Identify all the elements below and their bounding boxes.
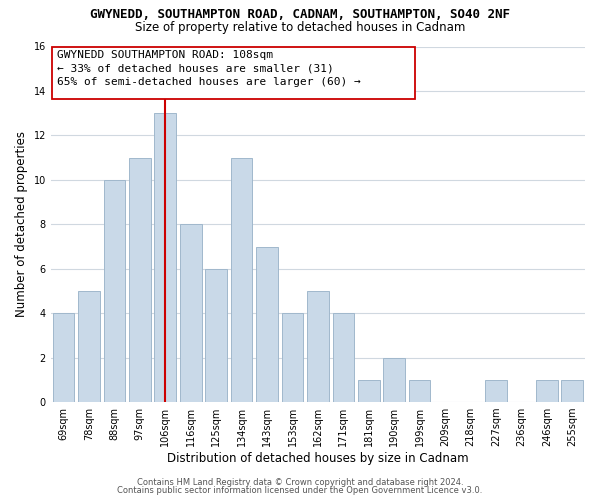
Bar bbox=[104, 180, 125, 402]
Bar bbox=[256, 246, 278, 402]
Bar bbox=[205, 268, 227, 402]
X-axis label: Distribution of detached houses by size in Cadnam: Distribution of detached houses by size … bbox=[167, 452, 469, 465]
Text: Contains public sector information licensed under the Open Government Licence v3: Contains public sector information licen… bbox=[118, 486, 482, 495]
Text: ← 33% of detached houses are smaller (31): ← 33% of detached houses are smaller (31… bbox=[57, 63, 334, 73]
Bar bbox=[332, 313, 354, 402]
Text: 65% of semi-detached houses are larger (60) →: 65% of semi-detached houses are larger (… bbox=[57, 76, 361, 86]
Text: GWYNEDD, SOUTHAMPTON ROAD, CADNAM, SOUTHAMPTON, SO40 2NF: GWYNEDD, SOUTHAMPTON ROAD, CADNAM, SOUTH… bbox=[90, 8, 510, 20]
Bar bbox=[78, 291, 100, 402]
Bar bbox=[485, 380, 507, 402]
Bar bbox=[536, 380, 557, 402]
Bar bbox=[358, 380, 380, 402]
Bar bbox=[281, 313, 303, 402]
Bar bbox=[154, 113, 176, 402]
Bar bbox=[409, 380, 430, 402]
FancyBboxPatch shape bbox=[52, 46, 415, 98]
Bar bbox=[307, 291, 329, 402]
Text: GWYNEDD SOUTHAMPTON ROAD: 108sqm: GWYNEDD SOUTHAMPTON ROAD: 108sqm bbox=[57, 50, 273, 60]
Bar bbox=[180, 224, 202, 402]
Bar bbox=[562, 380, 583, 402]
Text: Size of property relative to detached houses in Cadnam: Size of property relative to detached ho… bbox=[135, 21, 465, 34]
Bar bbox=[383, 358, 405, 402]
Text: Contains HM Land Registry data © Crown copyright and database right 2024.: Contains HM Land Registry data © Crown c… bbox=[137, 478, 463, 487]
Y-axis label: Number of detached properties: Number of detached properties bbox=[15, 132, 28, 318]
Bar bbox=[129, 158, 151, 402]
Bar bbox=[53, 313, 74, 402]
Bar bbox=[231, 158, 253, 402]
